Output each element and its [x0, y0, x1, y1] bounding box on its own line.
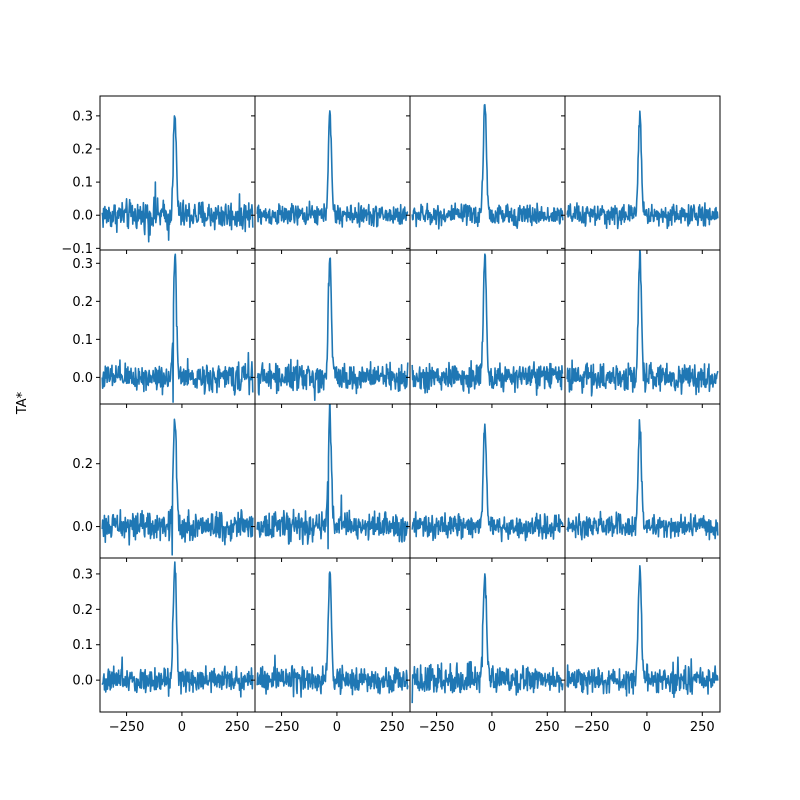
y-tick-label: 0.2	[72, 142, 93, 157]
subplot-r3-c2: −250 0 250	[406, 557, 566, 735]
y-tick-label: 0.0	[72, 371, 93, 386]
y-tick-label: 0.0	[72, 674, 93, 689]
y-tick-label: 0.0	[72, 520, 93, 535]
x-tick-label: −250	[574, 720, 610, 735]
spectrum-line	[256, 404, 409, 550]
y-tick-label: 0.2	[72, 295, 93, 310]
x-tick-label: −250	[419, 720, 455, 735]
spectrum-line	[101, 253, 254, 403]
spectrum-line	[256, 571, 409, 698]
spectrum-line	[411, 423, 564, 543]
y-axis-label: TA*	[15, 391, 30, 415]
x-tick-label: 0	[488, 720, 496, 735]
x-tick-label: 0	[643, 720, 651, 735]
spectrum-line	[411, 573, 564, 704]
y-tick-label: 0.3	[72, 567, 93, 582]
subplot-grid: −0.1 0.0 0.1 0.2 0.3 0.0 0.1 0.2 0.3 0.0 0.2 0.0 0.1…	[61, 95, 721, 735]
subplot-r1-c0: 0.0 0.1 0.2 0.3	[72, 249, 256, 408]
spectrum-line	[566, 250, 719, 397]
x-tick-label: 250	[535, 720, 560, 735]
x-tick-label: 250	[690, 720, 715, 735]
spectrum-line	[411, 253, 564, 396]
subplot-r3-c0: 0.0 0.1 0.2 0.3 −250 0 250	[72, 557, 256, 735]
x-tick-label: 0	[333, 720, 341, 735]
y-tick-label: 0.1	[72, 176, 93, 191]
spectrum-line	[566, 419, 719, 541]
x-tick-label: 250	[380, 720, 405, 735]
subplot-r3-c3: −250 0 250	[561, 557, 721, 735]
y-tick-label: 0.2	[72, 603, 93, 618]
spectrum-line	[411, 103, 564, 230]
y-tick-label: 0.3	[72, 257, 93, 272]
y-tick-label: 0.1	[72, 638, 93, 653]
spectrum-line	[101, 115, 254, 243]
spectrum-line	[566, 564, 719, 698]
y-tick-label: −0.1	[61, 242, 93, 257]
spectrum-line	[566, 110, 719, 230]
y-tick-label: 0.0	[72, 209, 93, 224]
x-tick-label: 0	[178, 720, 186, 735]
spectrum-line	[256, 110, 409, 228]
spectrum-line	[101, 418, 254, 556]
y-tick-label: 0.3	[72, 109, 93, 124]
y-tick-label: 0.1	[72, 333, 93, 348]
x-tick-label: −250	[109, 720, 145, 735]
spectrum-line	[101, 561, 254, 698]
spectrum-line	[256, 257, 409, 401]
y-tick-label: 0.2	[72, 457, 93, 472]
subplot-frame	[564, 557, 721, 713]
x-tick-label: 250	[225, 720, 250, 735]
x-tick-label: −250	[264, 720, 300, 735]
